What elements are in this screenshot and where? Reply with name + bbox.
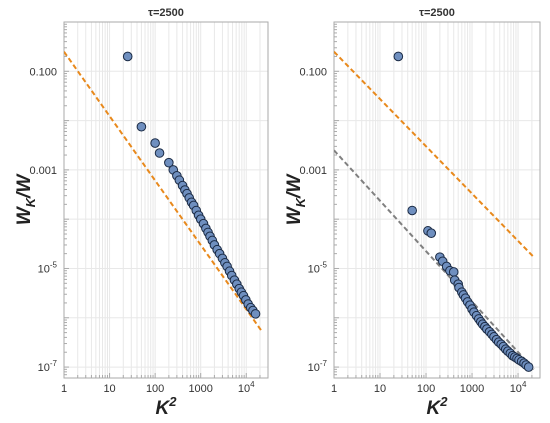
x-tick-label-base: 10 (238, 383, 250, 395)
x-tick-label: 1000 (460, 383, 484, 395)
y-tick-label-base: 10 (38, 362, 50, 374)
y-tick-label: 0.100 (29, 66, 57, 78)
data-point (154, 148, 165, 158)
y-tick-label: 0.001 (299, 165, 327, 177)
data-point (136, 121, 147, 132)
data-point (164, 157, 174, 168)
x-tick-label: 10 (103, 383, 115, 395)
y-axis-label-main: W (284, 205, 305, 225)
orange-dashed-fit-line (64, 51, 263, 332)
x-tick-label: 104 (238, 380, 255, 395)
y-tick-label: 10-5 (308, 260, 328, 275)
y-tick-label-base: 10 (308, 362, 320, 374)
x-axis-label-sup: 2 (168, 394, 177, 409)
y-axis-label-rest: /W (14, 173, 35, 199)
data-point (426, 228, 437, 238)
x-tick-label: 104 (510, 380, 527, 395)
y-tick-label-exp: -5 (320, 260, 328, 269)
y-axis-label: WK/W (14, 173, 38, 226)
x-tick-label-base: 10 (510, 383, 522, 395)
panel-title: τ=2500 (419, 7, 455, 19)
y-axis-label-rest: /W (284, 173, 305, 199)
y-tick-label: 10-7 (308, 359, 328, 374)
data-point (407, 205, 417, 216)
scatter-series (393, 51, 534, 372)
axis-ticks (333, 21, 541, 379)
axis-ticks (63, 21, 269, 379)
x-tick-label: 1000 (188, 383, 212, 395)
data-point (150, 138, 160, 148)
data-point (448, 267, 459, 277)
x-axis-label-main: K (156, 398, 171, 419)
panel-title: τ=2500 (148, 7, 184, 19)
scatter-series (122, 51, 261, 319)
y-tick-label-exp: -7 (50, 359, 58, 368)
y-tick-label-exp: -5 (50, 260, 58, 269)
data-point (393, 51, 404, 62)
y-axis-label-sub: K (293, 196, 308, 207)
plot-frame (333, 21, 541, 379)
x-axis-label: K2 (156, 394, 178, 419)
x-tick-label-exp: 4 (250, 380, 255, 389)
x-tick-label: 1 (331, 383, 337, 395)
chart-panel-right: 1 10 100 1000 1040.1000.00110-510-7τ=2500K2W… (284, 7, 541, 419)
gridlines (333, 21, 541, 378)
y-tick-label: 10-7 (38, 359, 58, 374)
y-tick-label: 0.100 (299, 66, 327, 78)
data-point (122, 51, 133, 62)
y-axis-label: WK/W (284, 173, 308, 226)
x-tick-label: 1 (61, 383, 67, 395)
x-axis-label-sup: 2 (439, 394, 448, 409)
gray-dashed-fit-line (334, 149, 535, 370)
y-axis-label-sub: K (23, 196, 38, 207)
y-tick-label: 0.001 (29, 165, 57, 177)
x-tick-label: 10 (374, 383, 386, 395)
data-point (523, 362, 534, 372)
y-tick-label-base: 10 (38, 263, 50, 275)
y-tick-label: 10-5 (38, 260, 58, 275)
x-tick-label: 100 (146, 383, 164, 395)
plot-area (64, 51, 263, 332)
y-tick-label-base: 10 (308, 263, 320, 275)
x-axis-label-main: K (427, 398, 442, 419)
gridlines (63, 21, 269, 378)
y-axis-label-main: W (14, 205, 35, 225)
x-tick-label-exp: 4 (522, 380, 527, 389)
y-tick-label-exp: -7 (320, 359, 328, 368)
plot-area (334, 51, 535, 372)
chart-panel-left: 1 10 100 1000 1040.1000.00110-510-7τ=2500K2W… (14, 7, 269, 419)
data-point (250, 309, 261, 319)
x-tick-label: 100 (417, 383, 435, 395)
plot-frame (63, 21, 269, 379)
x-axis-label: K2 (427, 394, 449, 419)
